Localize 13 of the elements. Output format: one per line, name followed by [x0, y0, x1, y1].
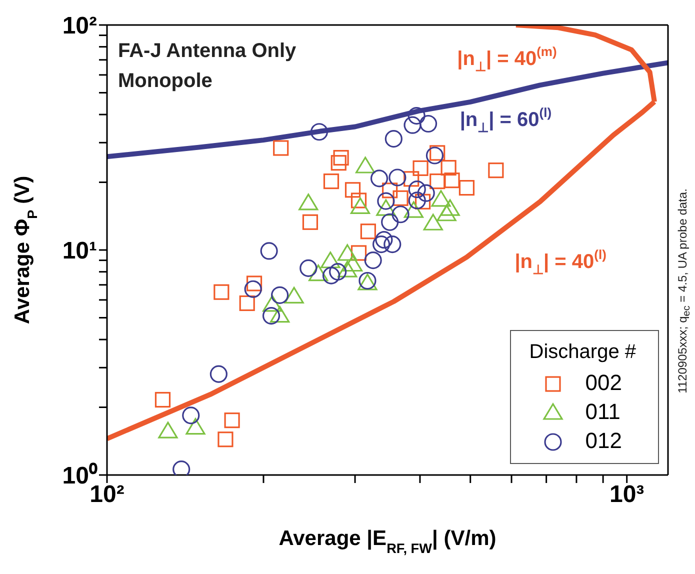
series-label: |n$_{⊥}$| = 40$^{(l)}$	[514, 247, 606, 278]
y-tick-label: 10²	[62, 12, 98, 40]
legend-label: 012	[585, 428, 622, 454]
legend-title: Discharge #	[529, 341, 636, 364]
series-label: |n$_{⊥}$| = 40$^{(m)}$	[457, 44, 557, 74]
x-tick-label: 10³	[609, 481, 644, 508]
text: FA-J Antenna Only	[118, 39, 296, 64]
y-tick-label: 10¹	[62, 238, 98, 265]
text: Monopole	[118, 69, 214, 94]
x-axis-title: Average |E$_{RF, FW}$| (V/m)	[278, 527, 496, 556]
legend-label: 011	[585, 398, 620, 424]
legend-label: 002	[585, 370, 622, 396]
series-label: |n$_{⊥}$| = 60$^{(l)}$	[460, 104, 552, 135]
